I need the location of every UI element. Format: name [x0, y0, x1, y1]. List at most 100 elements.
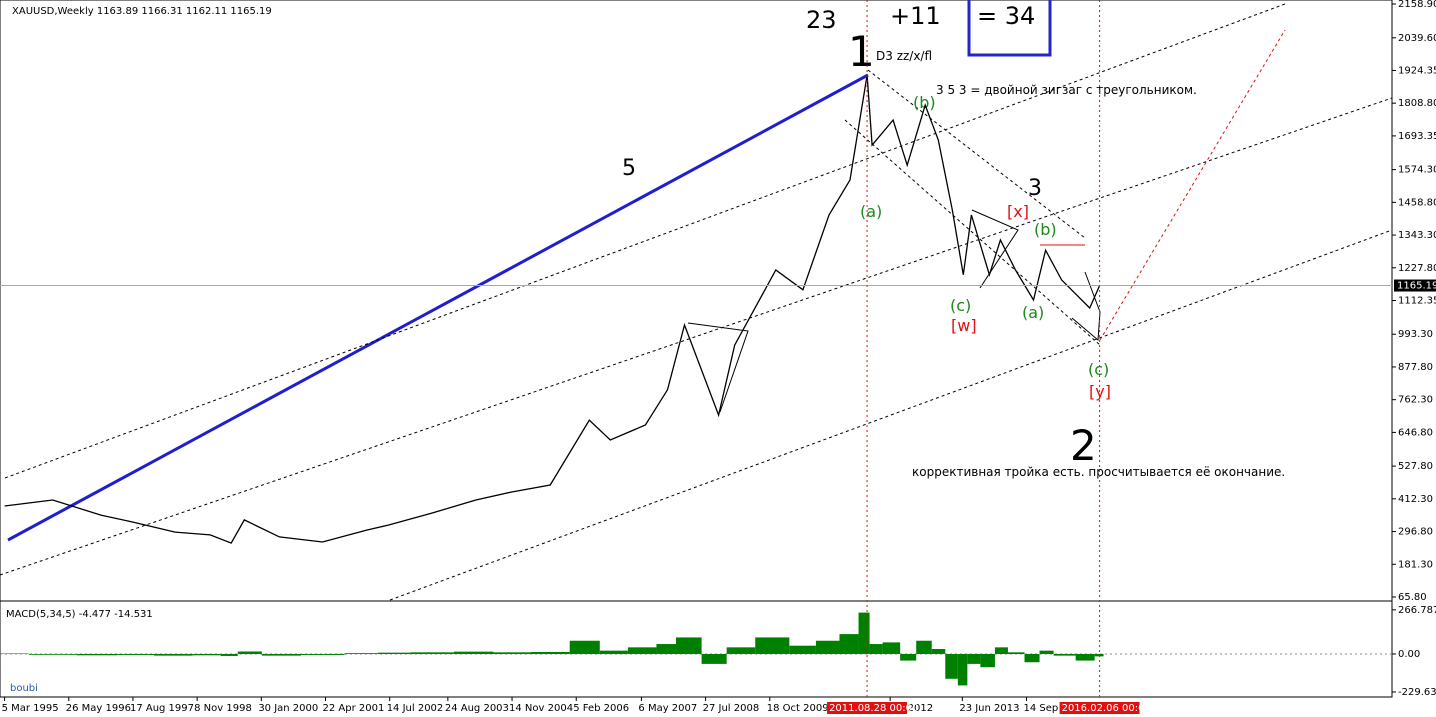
annotation: (c): [950, 296, 971, 315]
macd-bar: [656, 644, 677, 654]
projection-line: [1099, 29, 1286, 341]
macd-bar: [858, 612, 870, 654]
macd-bar: [839, 634, 859, 654]
annotation: (c): [1088, 360, 1109, 379]
macd-bar: [882, 642, 901, 654]
macd-bar: [755, 637, 790, 654]
annotation: (b): [913, 93, 936, 112]
macd-bar: [815, 640, 840, 654]
drawings: [0, 0, 1393, 601]
macd-bar: [980, 653, 995, 668]
x-tick-label: 18 Oct 2009: [767, 703, 829, 714]
macd-bar: [237, 651, 262, 654]
y-tick-label: 0.00: [1398, 649, 1420, 660]
wave-lines: [1071, 271, 1101, 342]
marker-box: [1059, 702, 1140, 714]
y-tick-label: 1343.30: [1398, 230, 1436, 241]
x-tick-label: 8 Nov 1998: [194, 703, 252, 714]
y-tick-label: 527.80: [1398, 461, 1433, 472]
annotation: [w]: [951, 316, 977, 335]
y-tick-label: 1808.80: [1398, 98, 1436, 109]
x-tick-label: 14 Sep 2014: [1024, 703, 1087, 714]
macd-bar: [377, 652, 411, 654]
macd-bar: [76, 653, 117, 656]
marker-label: 2016.02.06 00:00: [1062, 703, 1151, 714]
indicator-title: MACD(5,34,5) -4.477 -14.531: [6, 609, 153, 620]
macd-bar: [410, 652, 454, 654]
y-tick-label: 1458.80: [1398, 197, 1436, 208]
x-tick-label: 17 Aug 1997: [130, 703, 194, 714]
y-tick-label: 877.80: [1398, 362, 1433, 373]
triangle: [687, 322, 749, 413]
x-tick-label: 14 Nov 2004: [509, 703, 573, 714]
macd-bar: [530, 651, 570, 654]
y-tick-label: 1924.35: [1398, 65, 1436, 76]
y-tick-label: 2039.60: [1398, 33, 1436, 44]
y-tick-label: 412.30: [1398, 494, 1433, 505]
x-tick-label: 23 Jun 2013: [959, 703, 1019, 714]
x-tick-label: 5 Mar 1995: [2, 703, 59, 714]
macd-bar: [789, 645, 816, 654]
macd-bar: [28, 653, 77, 655]
highlight-box: [967, 0, 1052, 57]
y-tick-label: 1112.35: [1398, 295, 1436, 306]
y-tick-label: 181.30: [1398, 559, 1433, 570]
macd-bar: [900, 653, 917, 661]
x-tick-label: Apr 2012: [887, 703, 933, 714]
y-tick-label: 646.80: [1398, 427, 1433, 438]
chart-title: XAUUSD,Weekly 1163.89 1166.31 1162.11 11…: [12, 6, 272, 17]
annotation: 5: [622, 156, 636, 181]
macd-bar: [300, 653, 345, 655]
macd-bar: [192, 653, 221, 656]
channel-line: [844, 119, 1101, 346]
x-tick-label: 6 May 2007: [638, 703, 697, 714]
wave-line: [7, 73, 869, 542]
macd-bar: [1039, 650, 1054, 654]
y-tick-label: 266.787: [1398, 605, 1436, 616]
macd-bar: [493, 652, 531, 654]
x-tick-label: 22 Apr 2001: [323, 703, 385, 714]
y-tick-label: 1693.35: [1398, 131, 1436, 142]
annotation: (b): [1034, 220, 1057, 239]
channel-line: [867, 69, 1086, 239]
watermark: boubi: [10, 683, 38, 694]
last-price-label: 1165.19: [1397, 281, 1436, 292]
annotation: D3 zz/x/fl: [876, 49, 932, 63]
macd-bar: [676, 637, 702, 654]
macd-bar: [967, 653, 981, 664]
macd-bar: [916, 640, 932, 654]
x-tick-label: 14 Jul 2002: [387, 703, 444, 714]
price-line: [4, 74, 1101, 544]
macd-bar: [220, 653, 238, 656]
x-tick-label: 5 Feb 2006: [573, 703, 629, 714]
macd-bar: [599, 650, 628, 654]
macd-bar: [453, 651, 494, 654]
annotation: +11: [890, 2, 941, 30]
macd-bar: [261, 653, 301, 656]
annotation: (a): [860, 202, 882, 221]
annotation: 3 5 3 = двойной зигзаг с треугольником.: [936, 83, 1197, 97]
macd-bar: [1075, 653, 1095, 661]
marker-box: [827, 702, 908, 714]
marker-label: 2011.08.28 00:00: [829, 703, 918, 714]
last-price-box: [1394, 279, 1436, 292]
x-tick-label: 24 Aug 2003: [445, 703, 509, 714]
macd-bar: [569, 640, 600, 654]
macd-bar: [726, 647, 756, 654]
triangle: [971, 209, 1019, 289]
y-tick-label: 1574.30: [1398, 165, 1436, 176]
y-tick-label: 65.80: [1398, 592, 1427, 603]
plot-frame: [0, 0, 1393, 698]
macd-bar: [116, 653, 155, 655]
macd-bar: [931, 649, 946, 654]
annotation: 2: [1070, 421, 1097, 470]
x-tick-label: 30 Jan 2000: [258, 703, 318, 714]
macd-bar: [994, 647, 1008, 654]
macd-bar: [957, 653, 968, 686]
x-tick-label: 27 Jul 2008: [703, 703, 760, 714]
y-tick-label: 296.80: [1398, 527, 1433, 538]
channel-line: [389, 229, 1393, 601]
macd-bar: [869, 644, 883, 654]
annotation: 23: [806, 6, 837, 34]
